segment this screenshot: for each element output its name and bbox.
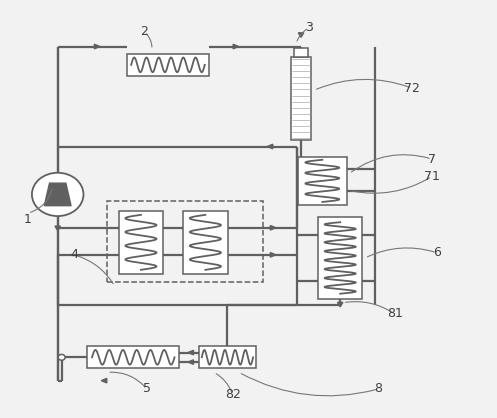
Circle shape: [58, 354, 65, 360]
Polygon shape: [270, 225, 276, 230]
Text: 5: 5: [143, 382, 151, 395]
Text: 2: 2: [141, 25, 149, 38]
Text: 82: 82: [225, 388, 241, 401]
Polygon shape: [267, 144, 273, 149]
Text: 6: 6: [433, 246, 441, 259]
Text: 8: 8: [374, 382, 382, 395]
Bar: [107, 201, 263, 282]
Bar: [294, 48, 309, 57]
Polygon shape: [55, 226, 61, 231]
Text: 71: 71: [424, 170, 440, 183]
Polygon shape: [94, 44, 100, 49]
Text: 81: 81: [387, 308, 403, 321]
Bar: [298, 157, 346, 205]
Text: 1: 1: [24, 213, 32, 226]
Polygon shape: [101, 378, 107, 383]
Text: 4: 4: [70, 248, 78, 261]
Polygon shape: [188, 360, 193, 364]
Polygon shape: [44, 183, 71, 206]
Polygon shape: [233, 44, 239, 49]
Polygon shape: [188, 350, 193, 355]
Text: 72: 72: [404, 82, 420, 95]
Bar: [87, 347, 179, 368]
Polygon shape: [337, 302, 343, 307]
Circle shape: [32, 173, 83, 216]
Bar: [199, 347, 256, 368]
Text: 7: 7: [428, 153, 436, 166]
Polygon shape: [270, 252, 276, 257]
Bar: [318, 217, 362, 298]
Bar: [291, 57, 312, 140]
Bar: [183, 211, 228, 273]
Text: 3: 3: [305, 21, 313, 34]
Bar: [127, 54, 209, 76]
Bar: [119, 211, 163, 273]
Polygon shape: [298, 33, 304, 37]
